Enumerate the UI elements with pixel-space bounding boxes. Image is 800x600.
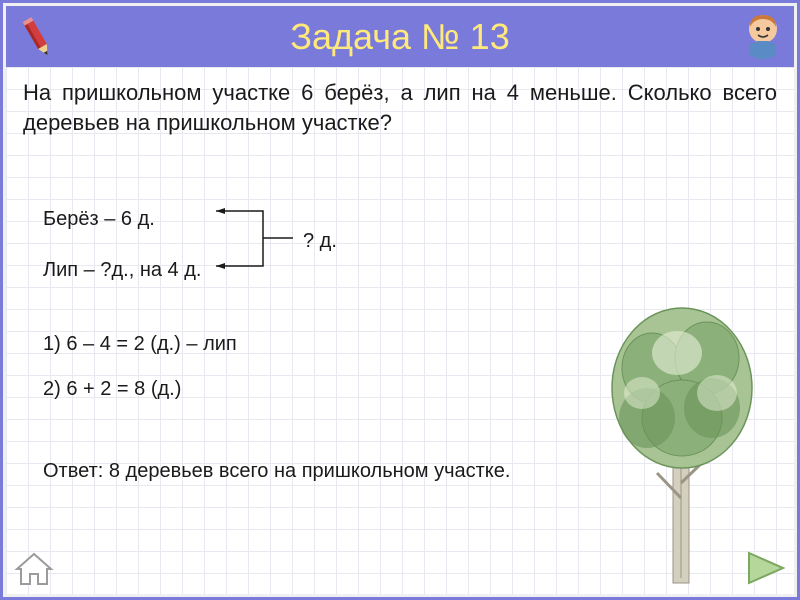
home-button[interactable] (13, 549, 55, 587)
page-title: Задача № 13 (290, 16, 509, 58)
boy-decoration (732, 6, 794, 67)
given-data: Берёз – 6 д. Лип – ?д., на 4 д. (43, 208, 201, 310)
bracket-icon (213, 206, 303, 276)
solution-step-1: 1) 6 – 4 = 2 (д.) – лип (43, 333, 237, 356)
pencil-decoration (6, 6, 68, 67)
problem-statement: На пришкольном участке 6 берёз, а лип на… (23, 78, 777, 137)
content-area: На пришкольном участке 6 берёз, а лип на… (23, 78, 777, 577)
boy-icon (738, 9, 788, 64)
tree-icon (597, 298, 767, 588)
answer-block: Ответ: 8 деревьев всего на пришкольном у… (43, 458, 587, 485)
given-line-1: Берёз – 6 д. (43, 208, 201, 231)
solution-step-2: 2) 6 + 2 = 8 (д.) (43, 378, 237, 401)
answer-text: Ответ: 8 деревьев всего на пришкольном у… (43, 458, 587, 485)
next-button[interactable] (745, 549, 787, 587)
solution-steps: 1) 6 – 4 = 2 (д.) – лип 2) 6 + 2 = 8 (д.… (43, 333, 237, 423)
pencil-icon (12, 12, 62, 62)
header-bar: Задача № 13 (6, 6, 794, 67)
given-line-2: Лип – ?д., на 4 д. (43, 259, 201, 282)
bracket-label: ? д. (303, 230, 337, 253)
